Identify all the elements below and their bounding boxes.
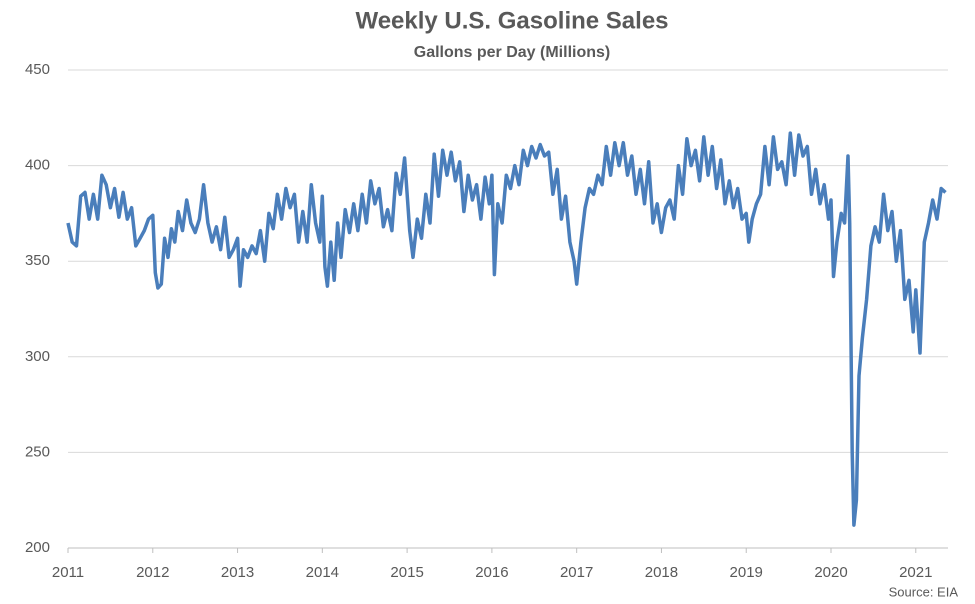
x-tick-label: 2021 xyxy=(899,564,932,581)
x-tick-label: 2017 xyxy=(560,564,593,581)
x-tick-label: 2020 xyxy=(814,564,847,581)
y-tick-label: 350 xyxy=(25,252,50,269)
x-tick-label: 2019 xyxy=(730,564,763,581)
y-tick-label: 250 xyxy=(25,443,50,460)
x-tick-label: 2018 xyxy=(645,564,678,581)
data-line xyxy=(66,131,947,527)
y-tick-label: 450 xyxy=(25,61,50,78)
source-note: Source: EIA xyxy=(889,584,959,599)
y-tick-label: 200 xyxy=(25,539,50,556)
x-tick-label: 2011 xyxy=(52,564,84,581)
chart-subtitle: Gallons per Day (Millions) xyxy=(414,44,610,61)
x-tick-label: 2014 xyxy=(306,564,339,581)
x-tick-label: 2016 xyxy=(475,564,508,581)
x-tick-label: 2012 xyxy=(136,564,169,581)
chart-title: Weekly U.S. Gasoline Sales xyxy=(355,7,668,34)
y-tick-label: 400 xyxy=(25,157,50,174)
y-tick-label: 300 xyxy=(25,348,50,365)
x-tick-label: 2015 xyxy=(390,564,423,581)
x-tick-label: 2013 xyxy=(221,564,254,581)
